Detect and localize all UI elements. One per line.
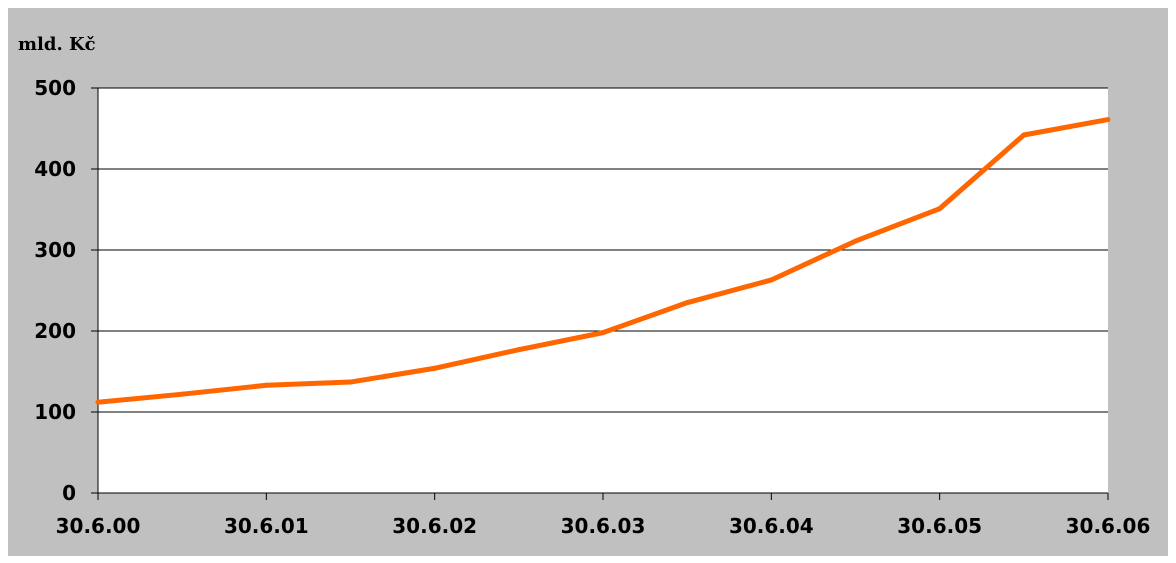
x-tick-label: 30.6.02 [392,514,477,538]
x-tick-label: 30.6.05 [897,514,982,538]
data-point [853,238,858,244]
x-tick-label: 30.6.04 [729,514,814,538]
y-axis-unit-label: mld. Kč [18,34,96,55]
data-point [516,347,522,353]
x-tick-label: 30.6.06 [1066,514,1151,538]
y-tick-label: 200 [34,319,76,343]
y-tick-label: 100 [34,400,76,424]
data-point [179,391,185,397]
data-point [432,365,438,371]
data-point [95,399,101,405]
y-tick-label: 400 [34,157,76,181]
data-point [600,330,606,336]
plot-area [98,88,1108,493]
y-tick-label: 300 [34,238,76,262]
y-tick-label: 0 [62,481,76,505]
data-point [768,277,774,283]
tick-labels: 0 100 200 300 400 500 30.6.00 30.6.01 30.6.02 30.… [34,76,1150,538]
data-point [1021,132,1027,138]
data-point [263,382,269,388]
x-tick-label: 30.6.00 [56,514,141,538]
y-tick-label: 500 [34,76,76,100]
series-layer [95,117,1111,405]
data-point [1105,117,1111,123]
data-point [937,206,943,212]
axes [91,87,1109,500]
x-tick-label: 30.6.03 [561,514,646,538]
x-tick-label: 30.6.01 [224,514,309,538]
data-point [684,300,690,306]
data-point [348,379,353,385]
